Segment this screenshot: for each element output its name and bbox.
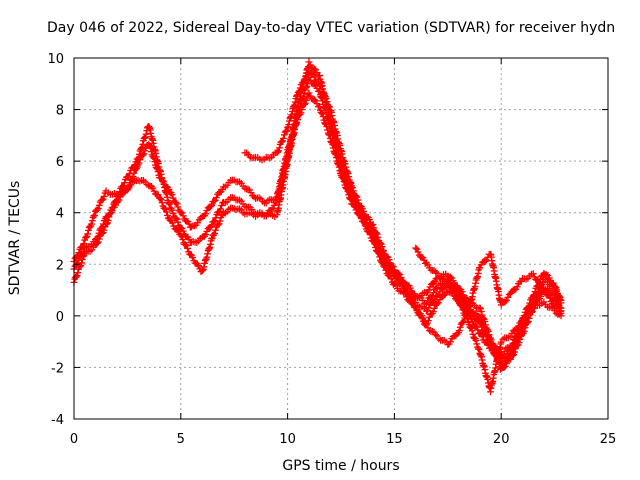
chart-title: Day 046 of 2022, Sidereal Day-to-day VTE… <box>47 20 615 36</box>
y-axis-label: SDTVAR / TECUs <box>7 181 23 296</box>
x-tick-label: 25 <box>600 432 617 447</box>
data-series <box>70 58 565 396</box>
y-tick-label: -4 <box>51 413 64 428</box>
x-tick-label: 20 <box>493 432 510 447</box>
plot-frame <box>73 57 609 420</box>
y-tick-label: -2 <box>51 361 64 376</box>
x-axis-label: GPS time / hours <box>282 458 399 474</box>
y-tick-label: 6 <box>56 155 64 170</box>
y-tick-label: 4 <box>56 207 64 222</box>
y-tick-label: 10 <box>47 52 64 67</box>
series-track-6 <box>401 250 565 348</box>
y-tick-label: 8 <box>56 104 64 119</box>
x-tick-label: 15 <box>386 432 403 447</box>
x-tick-label: 5 <box>177 432 185 447</box>
series-track-3 <box>70 74 565 368</box>
grid-lines <box>74 58 608 419</box>
y-tick-label: 0 <box>56 310 64 325</box>
x-tick-label: 10 <box>279 432 296 447</box>
series-track-5 <box>412 244 565 396</box>
axes: 0 5 10 15 20 25 -4 -2 0 2 4 6 8 10 <box>47 52 616 447</box>
x-tick-label: 0 <box>70 432 78 447</box>
y-tick-label: 2 <box>56 258 64 273</box>
